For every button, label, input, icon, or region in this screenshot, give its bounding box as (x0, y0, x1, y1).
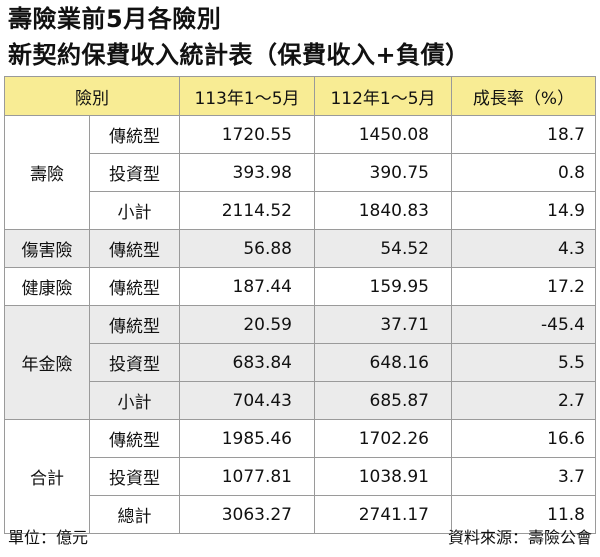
growth-rate-cell: 2.7 (451, 381, 596, 420)
growth-rate-cell: 11.8 (451, 495, 596, 534)
table-header-row: 險別 113年1～5月 112年1～5月 成長率（%） (4, 76, 596, 116)
growth-rate-cell: 17.2 (451, 267, 596, 306)
source-note: 資料來源：壽險公會 (447, 528, 592, 547)
header-category: 險別 (4, 76, 180, 116)
subcategory-cell: 傳統型 (89, 419, 180, 458)
value-113-cell: 187.44 (179, 267, 315, 306)
value-113-cell: 56.88 (179, 229, 315, 268)
subcategory-cell: 傳統型 (89, 115, 180, 154)
value-113-cell: 1077.81 (179, 457, 315, 496)
table-row: 健康險 傳統型 187.44 159.95 17.2 (4, 267, 596, 306)
premium-table: 險別 113年1～5月 112年1～5月 成長率（%） 壽險 傳統型 1720.55… (4, 76, 596, 534)
table-body: 壽險 傳統型 1720.55 1450.08 18.7 投資型 393.98 390.75 0.… (4, 115, 596, 534)
value-113-cell: 1720.55 (179, 115, 315, 154)
table-row: 投資型 393.98 390.75 0.8 (5, 153, 596, 192)
growth-rate-cell: -45.4 (451, 305, 596, 344)
value-113-cell: 1985.46 (179, 419, 315, 458)
value-112-cell: 1450.08 (314, 115, 452, 154)
value-113-cell: 20.59 (179, 305, 315, 344)
growth-rate-cell: 14.9 (451, 191, 596, 230)
subcategory-cell: 小計 (89, 381, 180, 420)
value-113-cell: 704.43 (179, 381, 315, 420)
category-cell: 傷害險 (4, 229, 90, 268)
value-112-cell: 648.16 (314, 343, 452, 382)
value-112-cell: 390.75 (314, 153, 452, 192)
value-112-cell: 159.95 (314, 267, 452, 306)
value-112-cell: 1840.83 (314, 191, 452, 230)
title-line-1: 壽險業前5月各險別 (8, 5, 222, 33)
subcategory-cell: 傳統型 (89, 229, 180, 268)
subcategory-cell: 投資型 (89, 343, 180, 382)
subcategory-cell: 投資型 (89, 153, 180, 192)
value-112-cell: 1038.91 (314, 457, 452, 496)
growth-rate-cell: 16.6 (451, 419, 596, 458)
category-cell: 健康險 (4, 267, 90, 306)
value-112-cell: 1702.26 (314, 419, 452, 458)
subcategory-cell: 小計 (89, 191, 180, 230)
category-cell: 合計 (4, 419, 90, 534)
value-112-cell: 685.87 (314, 381, 452, 420)
value-112-cell: 2741.17 (314, 495, 452, 534)
header-growth-rate: 成長率（%） (451, 76, 596, 116)
title-line-2: 新契約保費收入統計表（保費收入+負債） (8, 41, 470, 69)
table-row: 傷害險 傳統型 56.88 54.52 4.3 (4, 229, 596, 268)
growth-rate-cell: 18.7 (451, 115, 596, 154)
growth-rate-cell: 5.5 (451, 343, 596, 382)
value-112-cell: 37.71 (314, 305, 452, 344)
table-row: 投資型 1077.81 1038.91 3.7 (5, 457, 596, 496)
table-row: 合計 傳統型 1985.46 1702.26 16.6 (4, 419, 596, 534)
table-row: 投資型 683.84 648.16 5.5 (5, 343, 596, 382)
table-row: 小計 2114.52 1840.83 14.9 (5, 191, 596, 230)
value-112-cell: 54.52 (314, 229, 452, 268)
growth-rate-cell: 4.3 (451, 229, 596, 268)
category-cell: 年金險 (4, 305, 90, 420)
value-113-cell: 2114.52 (179, 191, 315, 230)
subcategory-cell: 投資型 (89, 457, 180, 496)
header-112: 112年1～5月 (314, 76, 452, 116)
subcategory-cell: 總計 (89, 495, 180, 534)
subcategory-cell: 傳統型 (89, 305, 180, 344)
header-113: 113年1～5月 (179, 76, 315, 116)
value-113-cell: 3063.27 (179, 495, 315, 534)
table-row: 小計 704.43 685.87 2.7 (5, 381, 596, 420)
value-113-cell: 683.84 (179, 343, 315, 382)
table-row: 總計 3063.27 2741.17 11.8 (5, 495, 596, 534)
table-row: 壽險 傳統型 1720.55 1450.08 18.7 (4, 115, 596, 230)
growth-rate-cell: 0.8 (451, 153, 596, 192)
value-113-cell: 393.98 (179, 153, 315, 192)
growth-rate-cell: 3.7 (451, 457, 596, 496)
category-cell: 壽險 (4, 115, 90, 230)
subcategory-cell: 傳統型 (89, 267, 180, 306)
table-row: 年金險 傳統型 20.59 37.71 -45.4 (4, 305, 596, 420)
unit-note: 單位：億元 (8, 528, 89, 547)
